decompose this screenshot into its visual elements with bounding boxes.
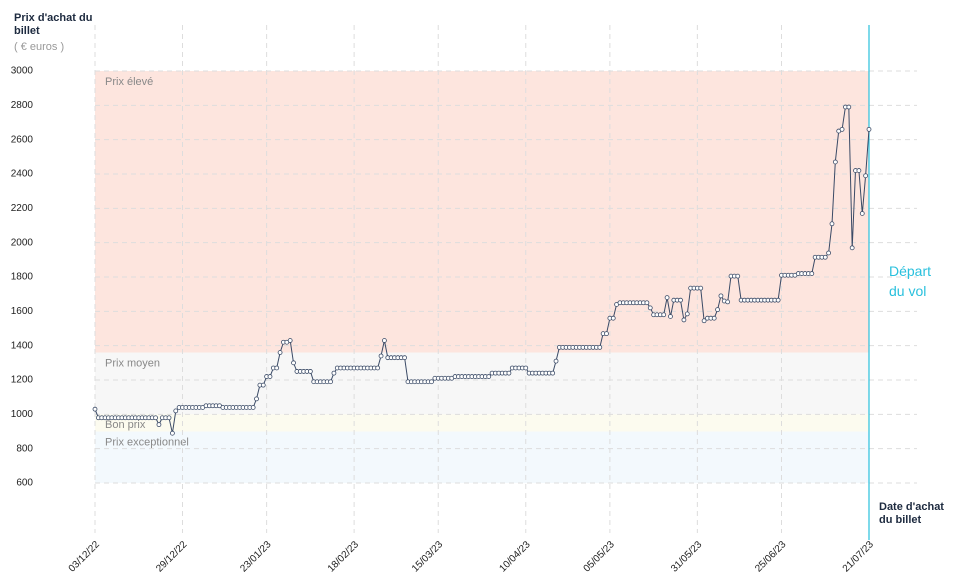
x-tick-label: 15/03/23 xyxy=(410,539,446,575)
price-point xyxy=(550,370,556,376)
price-point xyxy=(375,365,381,371)
y-axis-unit: ( € euros ) xyxy=(14,41,65,53)
price-point xyxy=(684,311,690,317)
price-point xyxy=(809,271,815,276)
price-band xyxy=(95,71,869,353)
y-tick-label: 2200 xyxy=(11,203,34,214)
y-tick-label: 600 xyxy=(16,478,33,489)
price-point xyxy=(698,285,704,291)
price-point xyxy=(775,297,781,303)
price-point xyxy=(402,355,408,361)
price-point xyxy=(725,299,731,305)
x-tick-label: 31/05/23 xyxy=(669,539,705,575)
price-point xyxy=(859,211,865,216)
y-tick-label: 3000 xyxy=(11,66,34,77)
price-point xyxy=(328,379,333,385)
price-point xyxy=(866,126,872,132)
price-point xyxy=(92,406,98,412)
x-tick-label: 03/12/22 xyxy=(67,539,103,575)
price-point xyxy=(486,374,492,379)
price-point xyxy=(274,365,280,371)
price-point xyxy=(849,245,855,251)
y-tick-label: 2800 xyxy=(11,100,34,111)
price-point xyxy=(169,430,175,436)
price-point xyxy=(153,415,158,421)
price-point xyxy=(678,297,683,303)
price-point xyxy=(701,318,707,324)
y-tick-label: 2600 xyxy=(11,134,34,145)
price-point xyxy=(429,379,434,385)
price-point xyxy=(553,358,559,364)
departure-label: Départ du vol xyxy=(889,263,932,299)
price-point xyxy=(307,369,313,374)
price-point xyxy=(647,305,653,311)
price-point xyxy=(644,300,650,306)
price-point xyxy=(829,221,835,227)
price-point xyxy=(681,317,687,323)
price-point xyxy=(277,350,283,355)
price-point xyxy=(291,360,296,366)
x-axis-title: Date d'achat du billet xyxy=(879,501,944,526)
x-tick-label: 25/06/23 xyxy=(753,539,789,575)
price-point xyxy=(523,365,529,371)
price-band xyxy=(95,431,869,483)
y-tick-label: 1800 xyxy=(11,272,34,283)
y-tick-label: 1000 xyxy=(11,409,34,420)
price-point xyxy=(331,370,337,376)
price-point xyxy=(173,408,179,414)
price-point xyxy=(156,422,162,428)
y-tick-label: 1600 xyxy=(11,306,34,317)
x-tick-label: 21/07/23 xyxy=(841,539,877,575)
price-point xyxy=(506,370,512,376)
price-point xyxy=(856,168,862,173)
price-point xyxy=(826,250,832,256)
price-point xyxy=(610,315,616,321)
band-label: Bon prix xyxy=(105,419,146,431)
price-point xyxy=(839,126,845,132)
x-tick-label: 23/01/23 xyxy=(238,539,274,575)
price-point xyxy=(846,104,852,110)
x-tick-label: 29/12/22 xyxy=(154,539,190,575)
y-tick-label: 800 xyxy=(16,443,33,454)
price-point xyxy=(735,273,741,279)
price-point xyxy=(267,374,273,379)
price-point xyxy=(832,159,838,165)
y-tick-label: 1400 xyxy=(11,340,34,351)
x-tick-label: 05/05/23 xyxy=(582,539,618,575)
price-band xyxy=(95,352,869,415)
price-point xyxy=(664,295,670,301)
band-label: Prix moyen xyxy=(105,357,160,369)
y-tick-label: 2400 xyxy=(11,169,34,180)
price-point xyxy=(661,312,667,318)
band-label: Prix exceptionnel xyxy=(105,436,189,448)
price-point xyxy=(711,315,717,321)
price-point xyxy=(378,353,384,359)
price-point xyxy=(718,293,724,299)
y-tick-label: 1200 xyxy=(11,375,34,386)
price-point xyxy=(668,314,673,319)
x-tick-label: 18/02/23 xyxy=(326,539,362,575)
price-point xyxy=(287,338,293,343)
x-tick-label: 10/04/23 xyxy=(497,539,533,575)
price-point xyxy=(382,338,387,343)
price-point xyxy=(597,344,603,350)
price-point xyxy=(260,382,266,388)
price-band xyxy=(95,414,869,432)
price-point xyxy=(254,396,259,402)
price-point xyxy=(604,331,609,337)
price-point xyxy=(250,405,256,410)
price-point xyxy=(863,173,869,179)
y-tick-label: 2000 xyxy=(11,237,34,248)
price-point xyxy=(822,254,828,260)
y-axis-title: Prix d'achat du billet xyxy=(14,12,93,37)
band-label: Prix élevé xyxy=(105,76,153,88)
price-point xyxy=(166,415,172,421)
price-point xyxy=(715,307,720,313)
